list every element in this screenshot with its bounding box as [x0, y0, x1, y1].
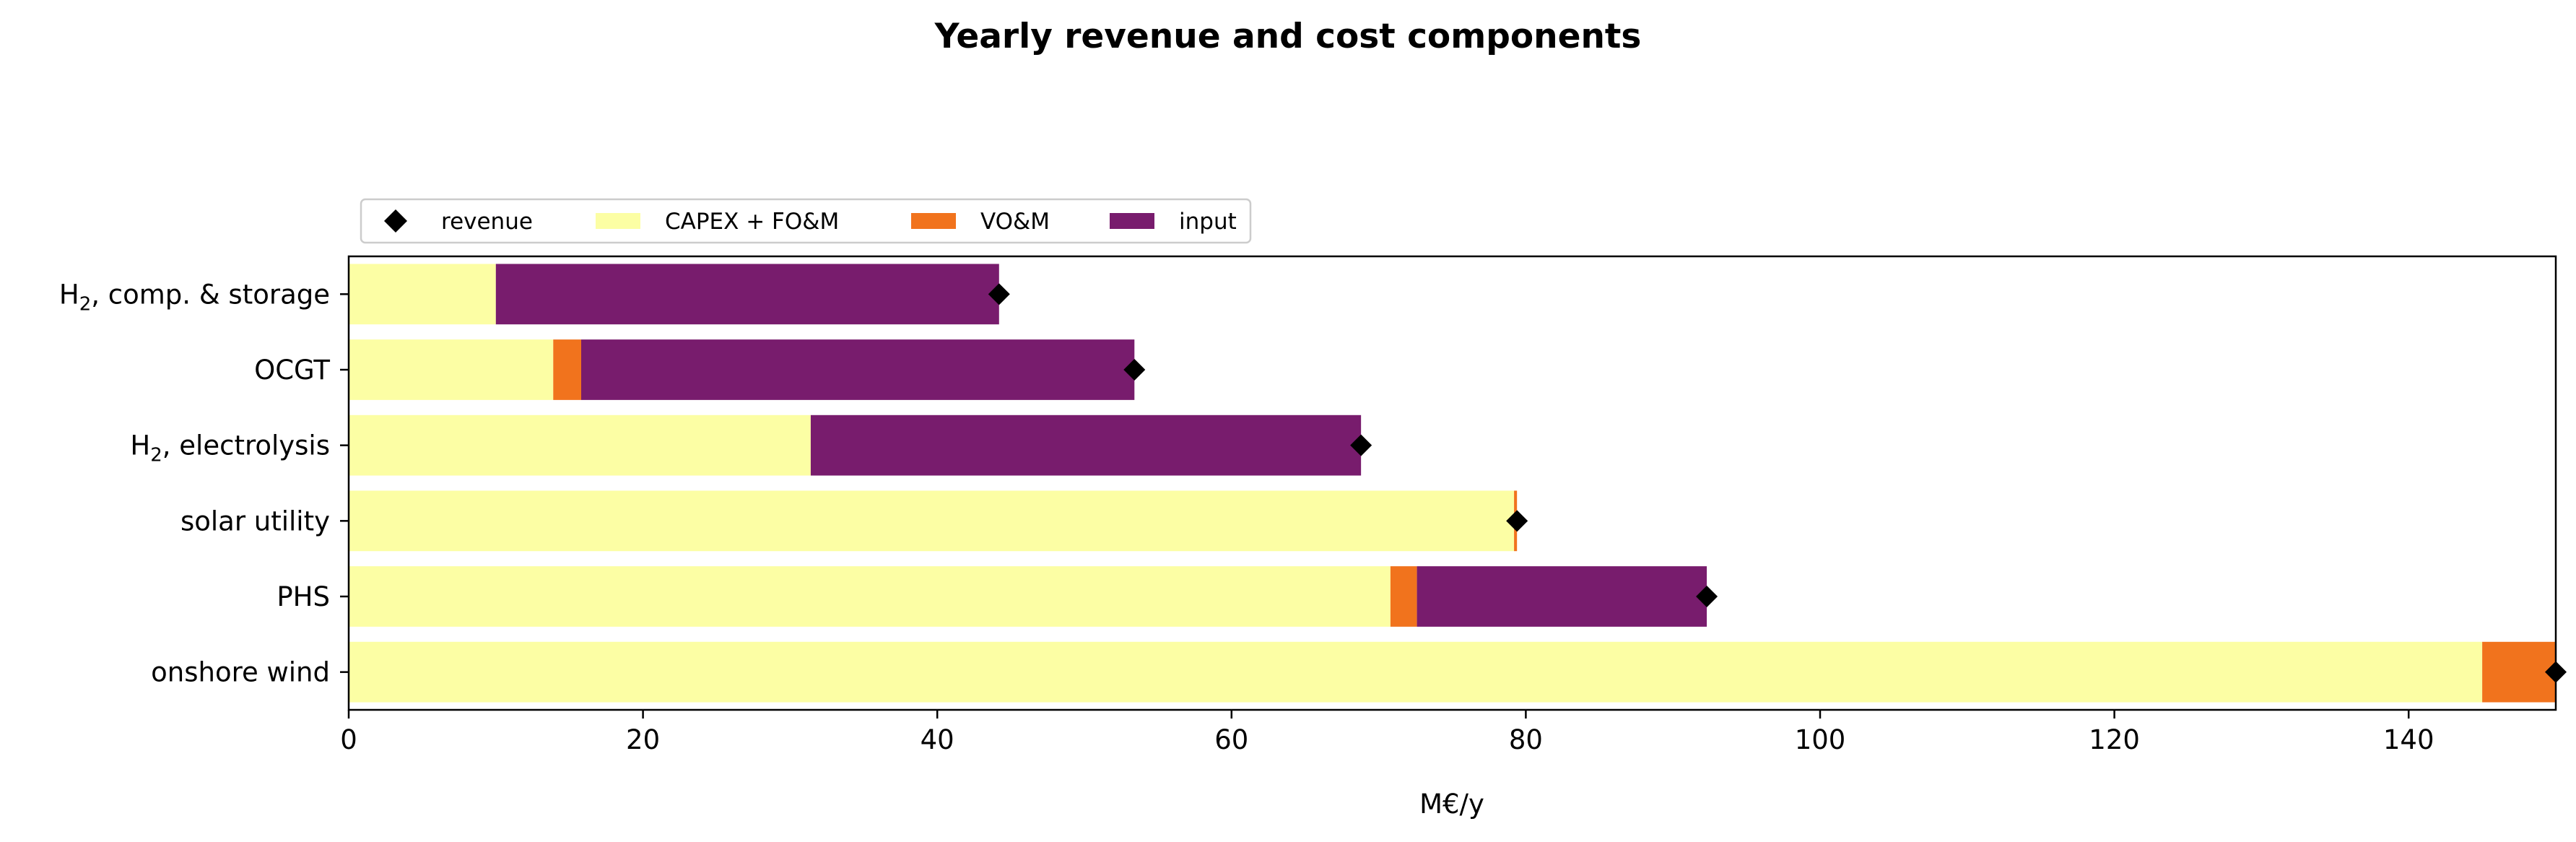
legend-swatch — [1110, 213, 1154, 229]
legend-swatch — [911, 213, 956, 229]
revenue-marker-0 — [988, 283, 1010, 305]
revenue-marker-1 — [1123, 359, 1146, 381]
x-axis-ticks: 0 20 40 60 80 100 120 140 — [340, 710, 2434, 755]
legend-label: revenue — [441, 209, 533, 235]
bar-vo-m-4 — [1390, 566, 1417, 627]
bar-capex-fo-m-4 — [349, 566, 1391, 627]
x-tick-label: 80 — [1509, 724, 1543, 755]
legend-label: CAPEX + FO&M — [665, 209, 839, 235]
y-tick-label: PHS — [277, 581, 330, 612]
legend: revenue CAPEX + FO&M VO&M input — [360, 198, 1252, 244]
bar-input-1 — [581, 339, 1135, 400]
y-tick-label: onshore wind — [151, 657, 330, 688]
bar-capex-fo-m-0 — [349, 264, 496, 325]
bar-vo-m-1 — [553, 339, 582, 400]
bar-input-2 — [810, 415, 1362, 476]
bar-capex-fo-m-5 — [349, 641, 2483, 703]
x-tick-label: 40 — [921, 724, 954, 755]
y-tick-label: H2, electrolysis — [130, 430, 330, 466]
y-tick-label: OCGT — [254, 355, 330, 386]
revenue-marker-4 — [1696, 586, 1718, 607]
bar-capex-fo-m-1 — [349, 339, 554, 400]
revenue-marker-3 — [1506, 510, 1528, 532]
x-axis-label: M€/y — [1419, 789, 1484, 820]
x-tick-label: 20 — [626, 724, 660, 755]
revenue-marker-2 — [1350, 434, 1372, 456]
y-tick-label: solar utility — [180, 505, 330, 537]
bar-capex-fo-m-2 — [349, 415, 811, 476]
bar-input-0 — [495, 264, 999, 325]
legend-swatch — [596, 213, 640, 229]
x-tick-label: 100 — [1795, 724, 1846, 755]
plot-frame — [347, 255, 2557, 711]
legend-label: input — [1179, 209, 1237, 235]
y-axis-ticks: H2, comp. & storage OCGT H2, electrolysis s… — [59, 279, 349, 688]
legend-label: VO&M — [980, 209, 1050, 235]
bar-input-4 — [1417, 566, 1707, 627]
bar-vo-m-5 — [2482, 641, 2556, 703]
x-tick-label: 120 — [2089, 724, 2140, 755]
x-tick-label: 0 — [340, 724, 357, 755]
x-tick-label: 60 — [1214, 724, 1248, 755]
bars-layer — [349, 264, 2556, 703]
y-tick-label: H2, comp. & storage — [59, 279, 330, 315]
legend-revenue-diamond — [384, 209, 407, 233]
chart-title: Yearly revenue and cost components — [934, 17, 1642, 56]
revenue-markers-layer — [988, 283, 2567, 683]
x-tick-label: 140 — [2383, 724, 2434, 755]
bar-capex-fo-m-3 — [349, 490, 1515, 552]
legend-frame — [360, 198, 1252, 244]
